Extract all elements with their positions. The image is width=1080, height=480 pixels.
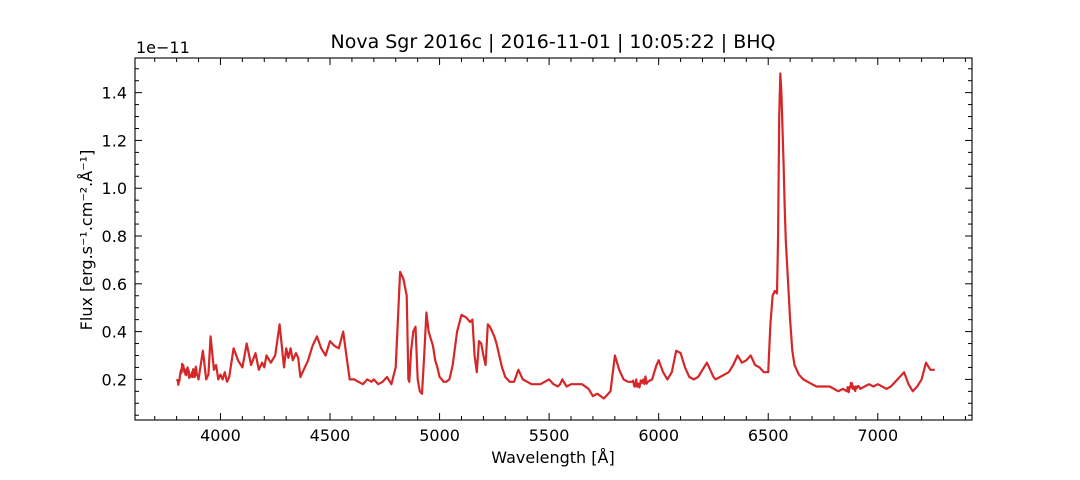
x-axis: 4000 4500 5000 5500 6000 6500 7000 xyxy=(154,58,966,445)
y-tick-label: 0.6 xyxy=(102,275,127,294)
y-tick-label: 0.2 xyxy=(102,370,127,389)
x-tick-label: 6500 xyxy=(748,426,789,445)
plot-frame xyxy=(134,57,973,421)
y-tick-label: 1.4 xyxy=(102,84,127,103)
y-offset-text: 1e−11 xyxy=(136,38,190,57)
y-axis-label: Flux [erg.s⁻¹.cm⁻².Å⁻¹] xyxy=(77,150,96,331)
chart-title: Nova Sgr 2016c | 2016-11-01 | 10:05:22 |… xyxy=(330,31,775,53)
y-tick-label: 0.8 xyxy=(102,227,127,246)
y-tick-label: 0.4 xyxy=(102,323,127,342)
x-tick-label: 6000 xyxy=(638,426,679,445)
x-tick-label: 4500 xyxy=(310,426,351,445)
y-tick-label: 1.0 xyxy=(102,179,127,198)
x-tick-label: 7000 xyxy=(857,426,898,445)
x-tick-label: 4000 xyxy=(200,426,241,445)
x-axis-label: Wavelength [Å] xyxy=(491,448,614,467)
x-tick-label: 5500 xyxy=(529,426,570,445)
plot-area xyxy=(134,57,973,421)
y-axis: 0.2 0.4 0.6 0.8 1.0 1.2 1.4 xyxy=(102,68,972,416)
spectrum-line xyxy=(175,72,935,400)
y-tick-label: 1.2 xyxy=(102,131,127,150)
x-tick-label: 5000 xyxy=(419,426,460,445)
